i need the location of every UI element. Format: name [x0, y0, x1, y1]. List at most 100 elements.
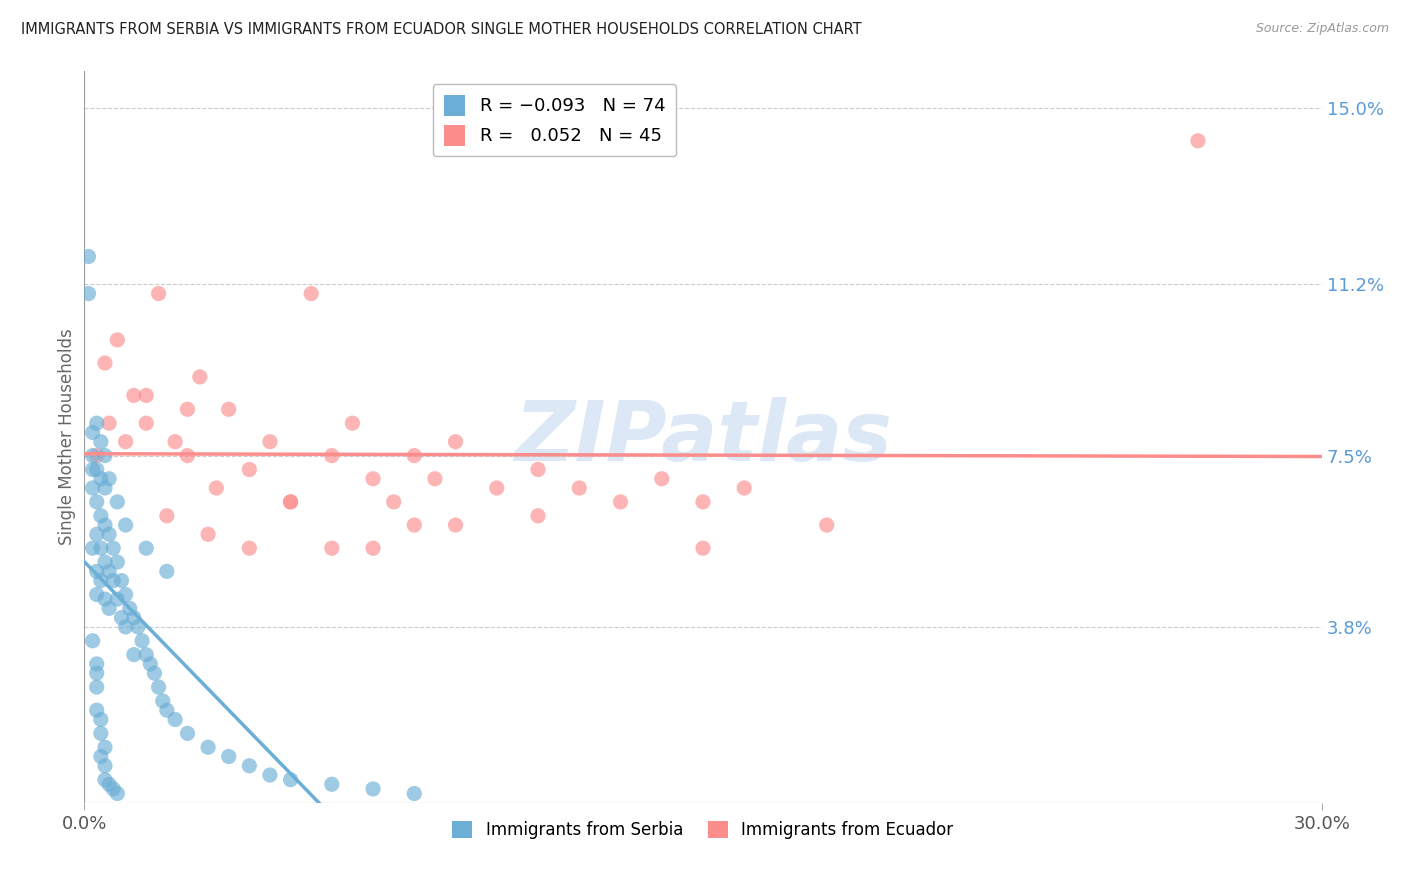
Point: [139, 657, 162, 671]
Point: [94, 772, 117, 787]
Point: [568, 481, 591, 495]
Point: [238, 462, 260, 476]
Point: [280, 772, 302, 787]
Point: [122, 610, 145, 624]
Point: [94, 356, 117, 370]
Point: [105, 555, 128, 569]
Text: ZIPatlas: ZIPatlas: [515, 397, 891, 477]
Point: [135, 541, 157, 556]
Text: IMMIGRANTS FROM SERBIA VS IMMIGRANTS FROM ECUADOR SINGLE MOTHER HOUSEHOLDS CORRE: IMMIGRANTS FROM SERBIA VS IMMIGRANTS FRO…: [21, 22, 862, 37]
Point: [86, 565, 108, 579]
Point: [103, 574, 125, 588]
Point: [98, 601, 121, 615]
Point: [148, 680, 170, 694]
Point: [114, 434, 136, 449]
Point: [238, 758, 260, 772]
Point: [90, 434, 112, 449]
Point: [110, 610, 132, 624]
Point: [98, 472, 121, 486]
Point: [94, 449, 117, 463]
Point: [98, 527, 121, 541]
Point: [815, 518, 838, 533]
Point: [86, 449, 108, 463]
Point: [105, 495, 128, 509]
Point: [94, 592, 117, 607]
Point: [82, 425, 104, 440]
Point: [86, 666, 108, 681]
Point: [86, 462, 108, 476]
Point: [361, 541, 384, 556]
Point: [404, 449, 426, 463]
Point: [86, 416, 108, 430]
Point: [105, 592, 128, 607]
Point: [527, 462, 550, 476]
Y-axis label: Single Mother Households: Single Mother Households: [58, 329, 76, 545]
Point: [94, 481, 117, 495]
Point: [259, 434, 281, 449]
Point: [361, 781, 384, 796]
Point: [1187, 134, 1209, 148]
Point: [98, 416, 121, 430]
Point: [156, 565, 179, 579]
Point: [197, 740, 219, 755]
Point: [176, 726, 198, 740]
Point: [135, 648, 157, 662]
Point: [188, 370, 211, 384]
Point: [86, 527, 108, 541]
Point: [122, 648, 145, 662]
Point: [135, 388, 157, 402]
Point: [321, 449, 343, 463]
Point: [527, 508, 550, 523]
Point: [361, 472, 384, 486]
Point: [165, 713, 187, 727]
Point: [90, 749, 112, 764]
Point: [82, 633, 104, 648]
Point: [280, 495, 302, 509]
Point: [82, 481, 104, 495]
Point: [82, 541, 104, 556]
Point: [90, 726, 112, 740]
Point: [218, 749, 240, 764]
Point: [280, 495, 302, 509]
Point: [259, 768, 281, 782]
Point: [404, 787, 426, 801]
Point: [176, 449, 198, 463]
Point: [321, 541, 343, 556]
Point: [156, 508, 179, 523]
Point: [423, 472, 446, 486]
Point: [299, 286, 322, 301]
Point: [90, 472, 112, 486]
Point: [197, 527, 219, 541]
Point: [651, 472, 673, 486]
Point: [86, 680, 108, 694]
Point: [382, 495, 405, 509]
Point: [444, 434, 467, 449]
Point: [131, 633, 153, 648]
Point: [156, 703, 179, 717]
Point: [98, 565, 121, 579]
Point: [127, 620, 149, 634]
Point: [485, 481, 508, 495]
Point: [105, 787, 128, 801]
Point: [86, 495, 108, 509]
Point: [122, 388, 145, 402]
Text: Source: ZipAtlas.com: Source: ZipAtlas.com: [1256, 22, 1389, 36]
Point: [118, 601, 141, 615]
Point: [143, 666, 166, 681]
Point: [609, 495, 631, 509]
Point: [733, 481, 755, 495]
Point: [176, 402, 198, 417]
Point: [321, 777, 343, 791]
Point: [94, 758, 117, 772]
Point: [103, 541, 125, 556]
Point: [342, 416, 364, 430]
Point: [82, 462, 104, 476]
Point: [238, 541, 260, 556]
Point: [82, 449, 104, 463]
Point: [692, 495, 714, 509]
Point: [444, 518, 467, 533]
Point: [404, 518, 426, 533]
Point: [86, 587, 108, 601]
Point: [77, 250, 100, 264]
Point: [86, 657, 108, 671]
